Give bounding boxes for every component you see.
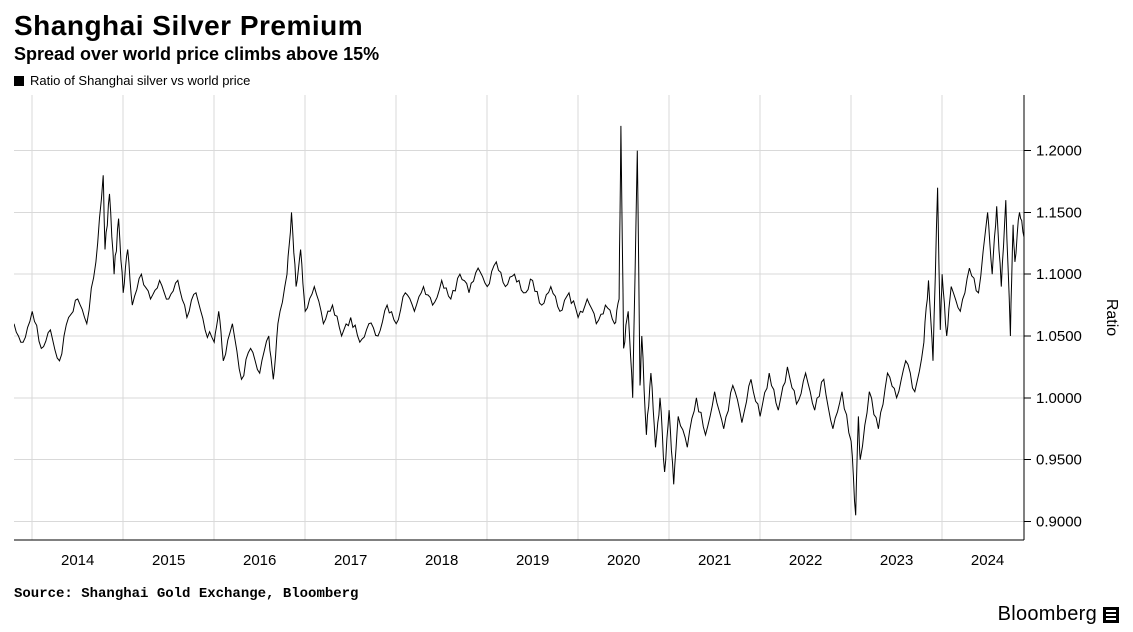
svg-text:1.0000: 1.0000 — [1036, 390, 1082, 407]
svg-text:2016: 2016 — [243, 552, 276, 569]
chart-title: Shanghai Silver Premium — [14, 10, 1119, 42]
svg-text:Ratio: Ratio — [1103, 299, 1119, 336]
legend-label: Ratio of Shanghai silver vs world price — [30, 73, 250, 88]
chart-container: Shanghai Silver Premium Spread over worl… — [0, 0, 1133, 632]
chart-plot: 0.9000 0.9500 1.0000 1.0500 1.1000 1.1500 1.20… — [14, 90, 1119, 580]
svg-text:1.1500: 1.1500 — [1036, 204, 1082, 221]
svg-text:2024: 2024 — [971, 552, 1004, 569]
svg-text:2015: 2015 — [152, 552, 185, 569]
svg-text:2017: 2017 — [334, 552, 367, 569]
svg-text:1.1000: 1.1000 — [1036, 266, 1082, 283]
svg-text:2022: 2022 — [789, 552, 822, 569]
svg-text:2018: 2018 — [425, 552, 458, 569]
chart-svg: 0.9000 0.9500 1.0000 1.0500 1.1000 1.1500 1.20… — [14, 90, 1119, 580]
brand: Bloomberg — [998, 603, 1119, 626]
svg-text:0.9000: 0.9000 — [1036, 513, 1082, 530]
svg-text:1.2000: 1.2000 — [1036, 143, 1082, 160]
legend: Ratio of Shanghai silver vs world price — [14, 73, 1119, 88]
svg-text:2019: 2019 — [516, 552, 549, 569]
svg-text:2021: 2021 — [698, 552, 731, 569]
svg-text:0.9500: 0.9500 — [1036, 452, 1082, 469]
svg-text:2023: 2023 — [880, 552, 913, 569]
legend-swatch-icon — [14, 76, 24, 86]
chart-subtitle: Spread over world price climbs above 15% — [14, 44, 1119, 65]
brand-label: Bloomberg — [998, 603, 1097, 626]
svg-text:2014: 2014 — [61, 552, 94, 569]
svg-text:1.0500: 1.0500 — [1036, 328, 1082, 345]
brand-icon — [1103, 607, 1119, 623]
source-line: Source: Shanghai Gold Exchange, Bloomber… — [14, 586, 1119, 602]
svg-text:2020: 2020 — [607, 552, 640, 569]
